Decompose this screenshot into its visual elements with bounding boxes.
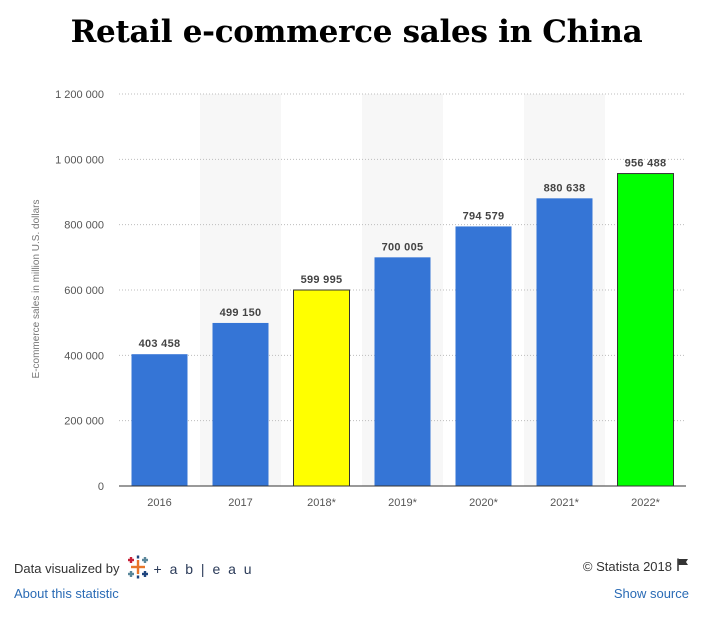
y-tick-label: 400 000 — [64, 350, 104, 362]
x-tick-label: 2021* — [550, 497, 579, 509]
y-tick-label: 200 000 — [64, 416, 104, 428]
bar-value-label: 794 579 — [463, 210, 505, 222]
bar-chart: 0 200 000 400 000 600 000 800 000 1 000 000 1 … — [31, 89, 686, 509]
bar — [455, 226, 512, 486]
bar-value-label: 956 488 — [625, 158, 667, 170]
chart-title: Retail e-commerce sales in China — [70, 14, 643, 50]
bar — [212, 322, 269, 486]
y-tick-label: 0 — [98, 481, 104, 493]
show-source-link[interactable]: Show source — [613, 586, 689, 601]
x-tick-label: 2018* — [307, 497, 336, 509]
tableau-wordmark: + a b | e a u — [153, 560, 254, 577]
x-tick-label: 2019* — [388, 497, 417, 509]
bar — [617, 173, 674, 487]
about-statistic-link[interactable]: About this statistic — [14, 586, 119, 601]
bar-value-label: 403 458 — [139, 338, 181, 350]
y-tick-label: 800 000 — [64, 220, 104, 232]
bar-value-label: 700 005 — [382, 241, 424, 253]
copyright: © Statista 2018 — [583, 558, 689, 574]
copyright-text: © Statista 2018 — [582, 558, 672, 574]
flag-icon[interactable] — [677, 558, 689, 574]
x-tick-label: 2017 — [228, 497, 252, 509]
y-tick-label: 1 200 000 — [55, 89, 104, 101]
bar-value-label: 880 638 — [544, 182, 586, 194]
visualized-by-text: Data visualized by — [14, 561, 120, 576]
bar — [536, 198, 593, 486]
tableau-credit[interactable]: Data visualized by + a b | e a u — [14, 555, 254, 582]
x-tick-label: 2020* — [469, 497, 498, 509]
bar-value-label: 599 995 — [301, 274, 343, 286]
y-tick-label: 600 000 — [64, 285, 104, 297]
tableau-logo-icon — [126, 555, 150, 582]
y-axis-title: E-commerce sales in million U.S. dollars — [31, 200, 42, 379]
bar — [293, 289, 350, 487]
x-tick-label: 2016 — [147, 497, 171, 509]
bar — [131, 354, 188, 486]
y-tick-label: 1 000 000 — [55, 154, 104, 166]
bar — [374, 257, 431, 486]
x-tick-label: 2022* — [631, 497, 660, 509]
bar-value-label: 499 150 — [220, 307, 262, 319]
